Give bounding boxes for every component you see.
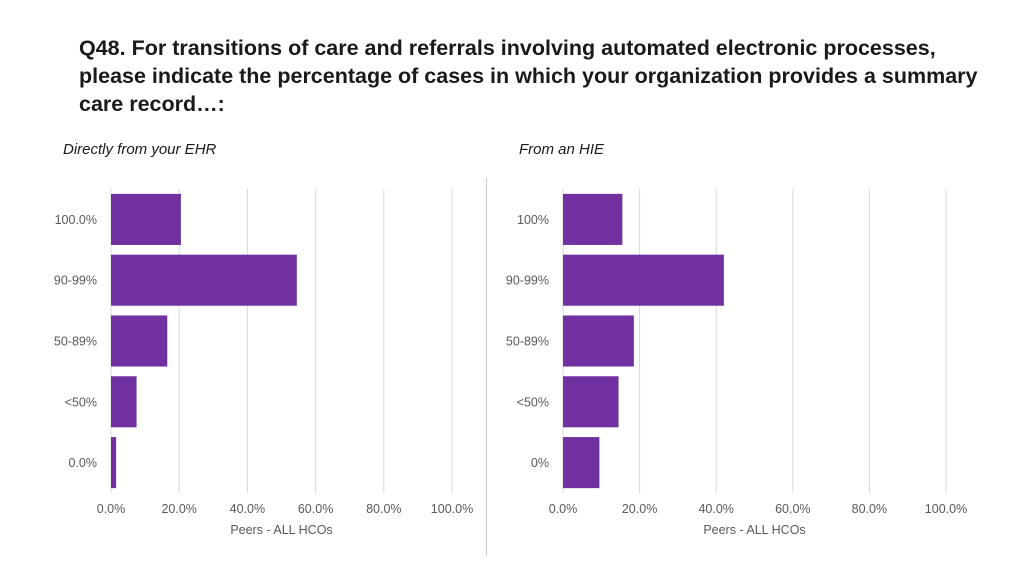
- category-label: 50-89%: [506, 335, 549, 349]
- x-tick-label: 40.0%: [230, 502, 265, 516]
- x-tick-label: 100.0%: [925, 502, 967, 516]
- x-tick-label: 80.0%: [366, 502, 401, 516]
- x-tick-label: 60.0%: [298, 502, 333, 516]
- bar: [563, 193, 623, 245]
- bar: [111, 254, 297, 306]
- x-axis-title: Peers - ALL HCOs: [230, 523, 332, 537]
- x-tick-label: 0.0%: [549, 502, 578, 516]
- x-tick-label: 60.0%: [775, 502, 810, 516]
- category-label: <50%: [517, 395, 549, 409]
- category-label: 50-89%: [54, 335, 97, 349]
- bar: [111, 437, 117, 489]
- category-label: 0.0%: [69, 456, 98, 470]
- x-tick-label: 40.0%: [698, 502, 733, 516]
- bar: [563, 437, 600, 489]
- x-tick-label: 0.0%: [97, 502, 126, 516]
- category-label: <50%: [65, 395, 97, 409]
- bar-chart-hie: 0.0% 20.0% 40.0% 60.0% 80.0% 100.0% Peers - AL…: [506, 189, 967, 537]
- bar-chart-ehr: 0.0% 20.0% 40.0% 60.0% 80.0% 100.0% Peers - AL…: [54, 189, 473, 537]
- bar: [111, 315, 168, 367]
- question-title: Q48. For transitions of care and referra…: [79, 36, 978, 116]
- chart-title-ehr: Directly from your EHR: [63, 141, 217, 158]
- x-tick-label: 20.0%: [161, 502, 196, 516]
- chart-title-hie: From an HIE: [519, 141, 605, 158]
- category-label: 90-99%: [54, 274, 97, 288]
- bar: [111, 193, 181, 245]
- x-tick-label: 20.0%: [622, 502, 657, 516]
- bar: [563, 315, 634, 367]
- x-tick-label: 100.0%: [431, 502, 473, 516]
- panel-divider: [486, 178, 487, 556]
- category-label: 90-99%: [506, 274, 549, 288]
- category-label: 100%: [517, 213, 549, 227]
- bar: [563, 376, 619, 428]
- bar: [111, 376, 137, 428]
- x-tick-label: 80.0%: [852, 502, 887, 516]
- bar: [563, 254, 724, 306]
- category-label: 100.0%: [55, 213, 97, 227]
- x-axis-title: Peers - ALL HCOs: [703, 523, 805, 537]
- category-label: 0%: [531, 456, 549, 470]
